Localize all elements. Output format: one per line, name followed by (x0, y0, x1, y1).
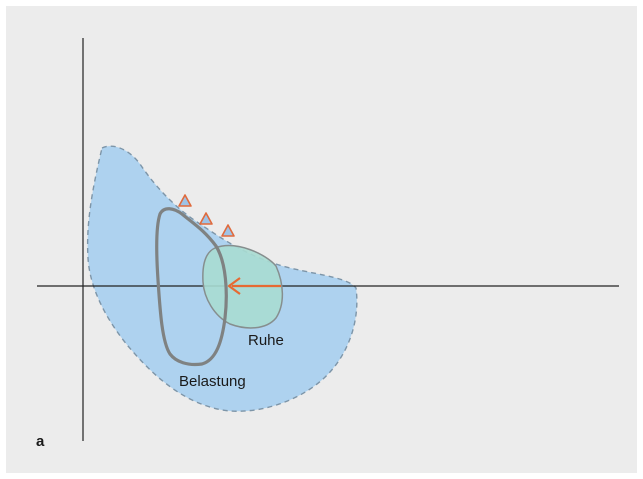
triangle-marker-3 (221, 224, 235, 237)
triangle-marker-2 (199, 212, 213, 225)
triangle-marker-1 (178, 194, 192, 207)
arrow-head (227, 277, 241, 295)
exercise-loop (155, 207, 228, 367)
exercise-label: Belastung (179, 373, 246, 390)
rest-label: Ruhe (248, 332, 284, 349)
panel-label: a (36, 433, 45, 450)
